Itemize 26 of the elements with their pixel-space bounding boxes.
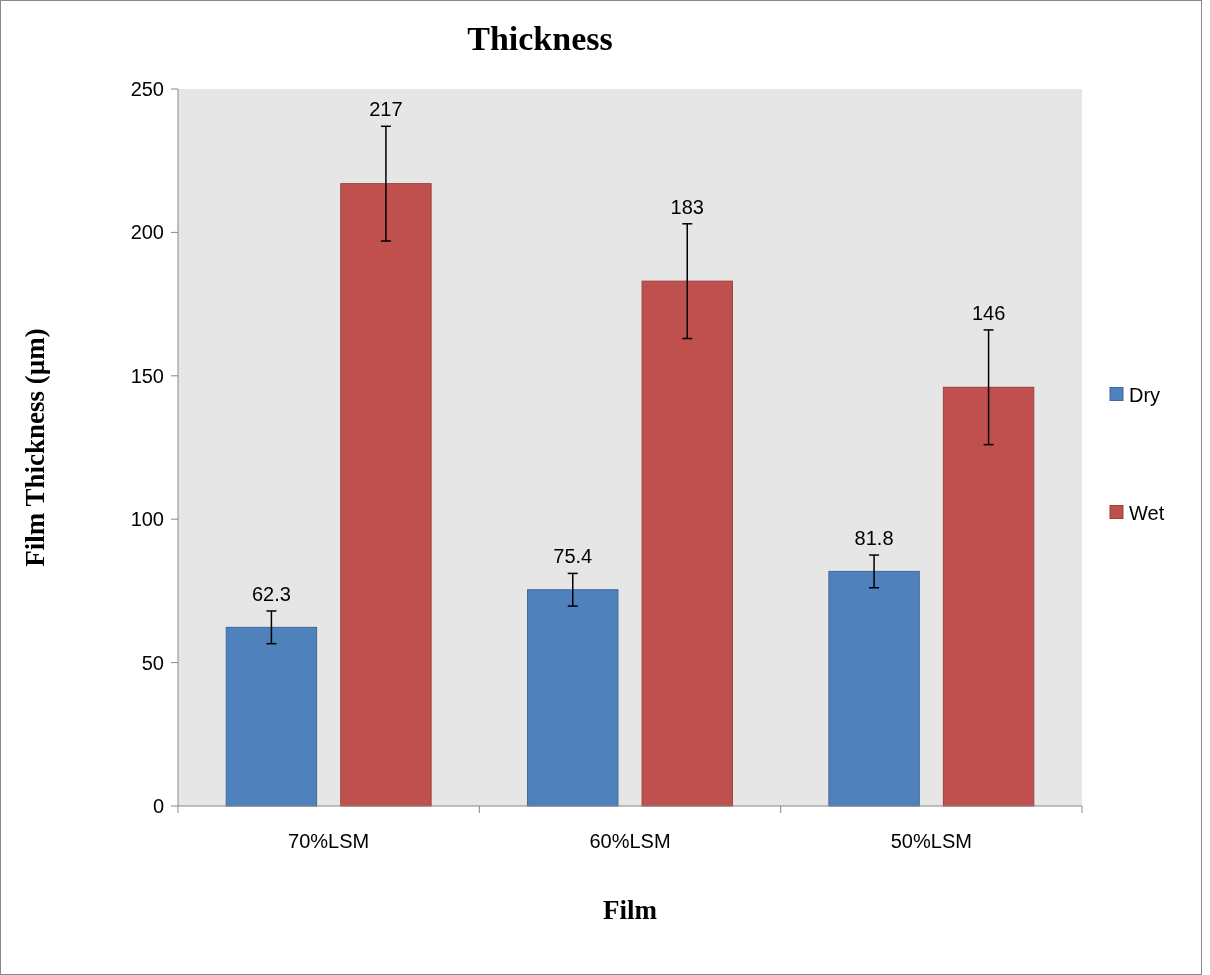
x-tick-label: 60%LSM [589, 830, 671, 852]
legend-label: Dry [1129, 383, 1161, 406]
x-tick-label: 50%LSM [890, 830, 972, 852]
data-label: 183 [670, 195, 704, 218]
data-label: 62.3 [251, 582, 291, 605]
bar [641, 280, 733, 807]
data-label: 81.8 [854, 527, 894, 550]
data-label: 217 [369, 98, 403, 121]
data-label: 146 [971, 301, 1006, 324]
bar [225, 626, 318, 807]
y-tick-label: 100 [130, 508, 164, 531]
x-axis-title: Film [603, 895, 658, 925]
legend-label: Wet [1129, 501, 1165, 524]
bar [942, 386, 1035, 807]
y-tick-label: 0 [152, 795, 164, 817]
y-axis-title: Film Thickness (µm) [20, 328, 50, 567]
chart-title: Thickness [467, 20, 613, 57]
x-tick-label: 70%LSM [288, 830, 370, 852]
y-tick-label: 150 [130, 364, 164, 387]
y-tick-label: 50 [141, 651, 164, 674]
bar [828, 570, 920, 807]
data-label: 75.4 [553, 545, 593, 568]
bar [340, 183, 432, 807]
bar [527, 589, 619, 807]
y-tick-label: 200 [130, 221, 164, 244]
y-tick-label: 250 [130, 78, 164, 100]
